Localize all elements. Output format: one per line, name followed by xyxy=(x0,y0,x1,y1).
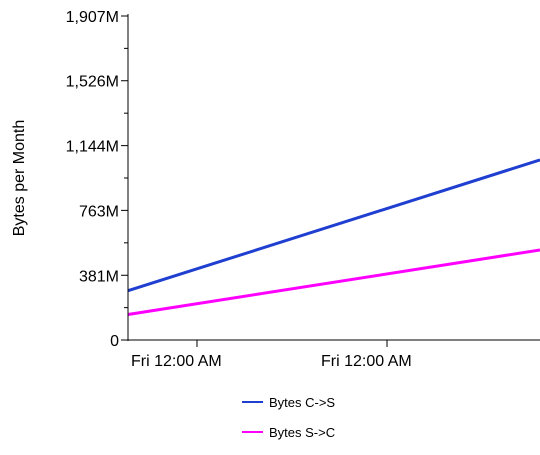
y-axis-title: Bytes per Month xyxy=(11,120,28,237)
plot-area xyxy=(127,158,540,316)
legend-label-1: Bytes C->S xyxy=(269,395,335,410)
legend: Bytes C->S Bytes S->C xyxy=(242,395,335,440)
y-tick-label-5: 1,907M xyxy=(66,9,119,26)
y-tick-label-0: 0 xyxy=(110,333,119,350)
legend-label-2: Bytes S->C xyxy=(269,425,335,440)
x-tick-label-0: Fri 12:00 AM xyxy=(131,353,222,370)
y-tick-label-4: 1,526M xyxy=(66,74,119,91)
x-tick-label-1: Fri 12:00 AM xyxy=(321,353,412,370)
y-tick-label-2: 763M xyxy=(79,203,119,220)
y-tick-label-3: 1,144M xyxy=(66,139,119,156)
y-tick-label-1: 381M xyxy=(79,268,119,285)
series-line-2 xyxy=(127,248,540,316)
axes: 0 381M 763M 1,144M 1,526M 1,907M Fri 12:00 AM F… xyxy=(11,9,540,370)
series-line-1 xyxy=(127,158,540,293)
